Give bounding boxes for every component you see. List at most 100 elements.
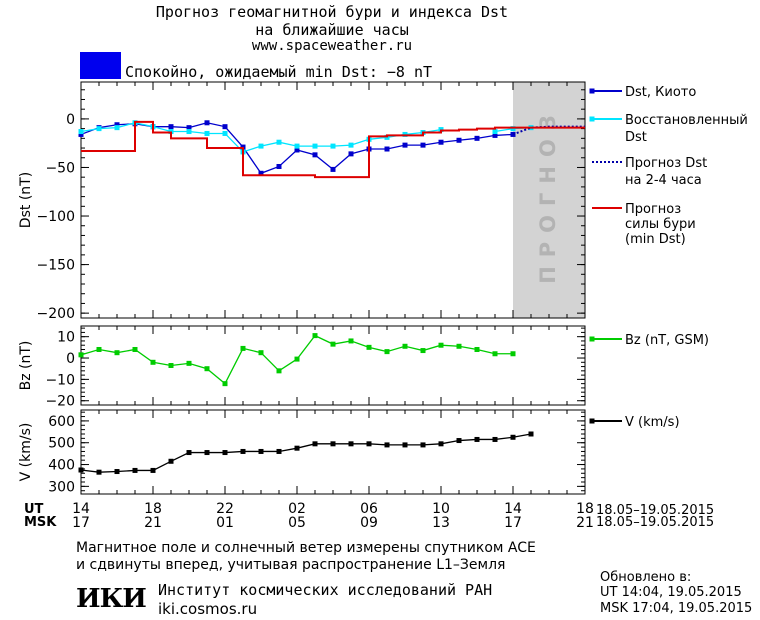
y-tick-label: 400 [48,458,75,474]
legend-forecast-1: Прогноз Dst [625,156,707,171]
data-point [132,346,138,352]
data-point [204,120,210,126]
legend-storm-3: (min Dst) [625,232,686,247]
data-point [150,467,156,473]
date-range-msk: 18.05–19.05.2015 [596,515,715,530]
y-tick-label: 0 [66,351,75,367]
data-point [528,431,534,437]
x-tick-label-ut: 10 [432,501,450,517]
data-point [510,434,516,440]
data-point [276,448,282,454]
x-tick-label-ut: 06 [360,501,378,517]
data-point [96,469,102,475]
data-point [312,441,318,447]
forecast-band-label: ПРОГНОЗ [536,106,560,284]
data-point [474,436,480,442]
y-axis-label: Dst (nT) [18,172,34,228]
storm-forecast-line [81,120,585,179]
y-tick-label: 10 [57,330,75,346]
status-text: Спокойно, ожидаемый min Dst: −8 nT [125,63,433,81]
data-point [168,124,174,130]
page-subtitle: на ближайшие часы [255,21,409,39]
data-point [492,129,498,135]
y-tick-label: 600 [48,414,75,430]
data-point [330,341,336,347]
legend-restored-2: Dst [625,130,647,145]
y-axis-label: V (km/s) [18,423,34,482]
data-point [366,441,372,447]
data-point [222,130,228,136]
data-point [348,338,354,344]
footer-note-line2: и сдвинуты вперед, учитывая распростране… [76,557,506,573]
data-point [402,343,408,349]
iki-logo: ИКИ [76,584,147,614]
series-line [80,433,532,473]
data-point [150,359,156,365]
data-point [240,448,246,454]
x-tick-label-ut: 14 [72,501,90,517]
data-point [384,442,390,448]
msk-axis-label: MSK [24,515,57,530]
x-tick-label-msk: 21 [576,515,594,531]
data-point [348,441,354,447]
data-point [330,441,336,447]
data-point [222,124,228,130]
data-point [168,363,174,368]
x-tick-label-msk: 09 [360,515,378,531]
updated-label: Обновлено в: [600,570,692,585]
data-point [348,142,354,148]
data-point [492,436,498,442]
data-point [420,442,426,448]
legend-restored-1: Восстановленный [625,113,748,128]
x-tick-label-msk: 13 [432,515,450,531]
data-point [114,350,120,356]
data-point [420,348,426,354]
y-tick-label: 0 [66,112,75,128]
data-point [312,333,318,339]
data-point [312,152,318,158]
data-point [438,139,444,145]
y-tick-label: −50 [45,160,75,176]
x-tick-label-msk: 17 [504,515,522,531]
data-point [186,360,192,366]
data-point [438,342,444,348]
data-point [456,438,462,444]
x-tick-label-msk: 17 [72,515,90,531]
x-tick-label-msk: 21 [144,515,162,531]
legend-marker [589,336,595,342]
updated-ut: UT 14:04, 19.05.2015 [600,585,742,600]
institute-url[interactable]: iki.cosmos.ru [158,600,258,618]
dst-frame [80,81,586,319]
legend-marker [589,116,595,122]
data-point [510,351,516,357]
series-v-0 [78,431,534,475]
data-point [258,143,264,149]
data-point [312,143,318,149]
legend-v: V (km/s) [625,415,680,430]
data-point [384,349,390,355]
data-point [474,135,480,141]
x-tick-label-ut: 18 [144,501,162,517]
site-url[interactable]: www.spaceweather.ru [251,38,413,54]
data-point [204,130,210,136]
series-dst-3 [81,120,585,179]
data-point [78,129,84,135]
data-point [276,368,282,374]
data-point [276,139,282,145]
data-point [96,346,102,352]
data-point [222,450,228,456]
data-point [294,143,300,149]
x-tick-label-ut: 14 [504,501,522,517]
series-dst-1 [78,120,534,155]
y-tick-label: 300 [48,479,75,495]
series-bz-0 [78,333,516,387]
data-point [294,445,300,451]
data-point [168,458,174,464]
data-point [330,143,336,149]
date-range-ut: 18.05–19.05.2015 [596,503,715,518]
data-point [492,132,498,138]
data-point [294,356,300,362]
data-point [456,137,462,143]
data-point [330,166,336,172]
